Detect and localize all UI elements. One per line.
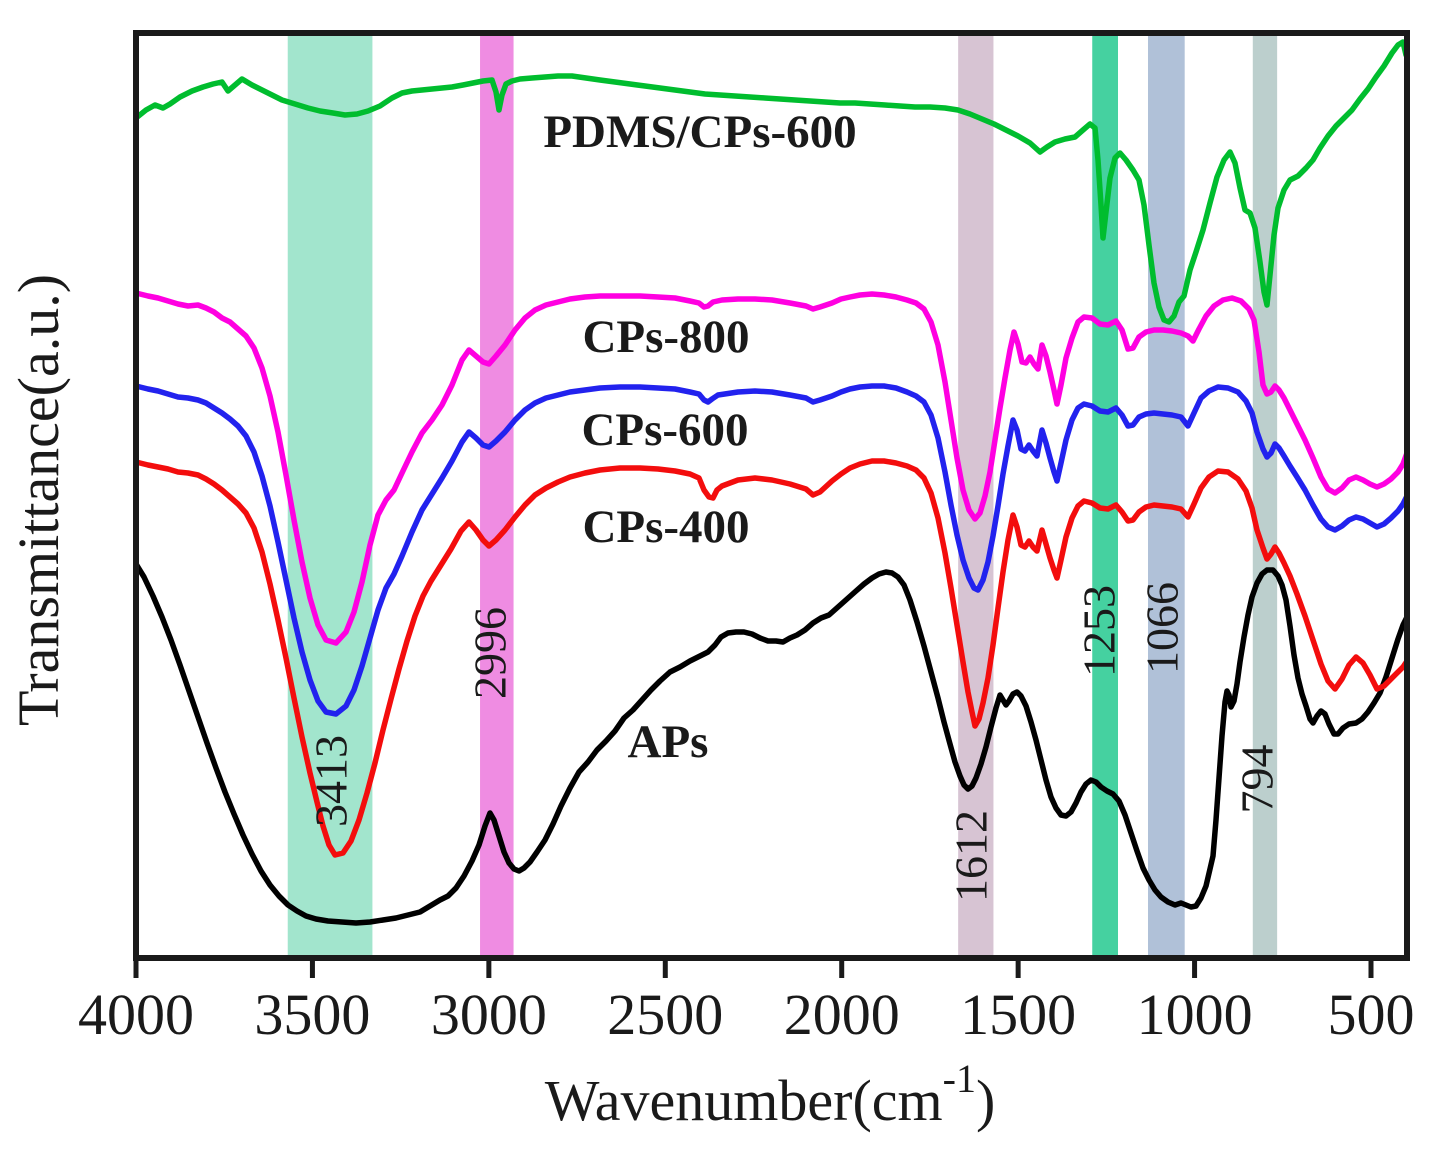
peak-annotation-3413: 3413 [306,735,357,827]
peak-annotation-794: 794 [1232,745,1283,814]
curve-aps [133,561,1410,926]
spectra-curves-layer [133,39,1410,926]
peak-annotation-2996: 2996 [465,607,516,699]
x-axis-label: Wavenumber(cm-1) [545,1056,996,1133]
band-1253 [1092,33,1119,958]
curve-cps-400 [133,458,1410,858]
x-tick-label-2000: 2000 [784,982,900,1047]
curve-labels-layer: APs CPs-400 CPs-600 CPs-800 PDMS/CPs-600 [543,106,856,768]
x-tick-label-1500: 1500 [960,982,1076,1047]
x-axis-ticks-layer: 4000 3500 3000 2500 2000 1500 1000 500 [78,958,1415,1047]
x-tick-label-3500: 3500 [254,982,370,1047]
plot-frame [133,30,1410,961]
peak-annotation-1066: 1066 [1137,582,1188,674]
band-3413 [287,33,373,958]
curve-label-cps-600: CPs-600 [581,404,748,456]
band-794 [1252,33,1278,958]
x-tick-label-4000: 4000 [78,982,194,1047]
y-axis-label: Transmittance(a.u.) [6,274,71,726]
highlight-bands-layer [287,33,1278,958]
x-tick-label-500: 500 [1328,982,1415,1047]
curve-cps-600 [133,383,1410,717]
curve-label-cps-800: CPs-800 [582,311,749,363]
x-tick-label-1000: 1000 [1137,982,1253,1047]
curve-label-aps: APs [628,716,709,768]
curve-pdms-cps-600 [133,39,1409,325]
curve-label-cps-400: CPs-400 [582,501,749,553]
x-tick-label-3000: 3000 [431,982,547,1047]
peak-annotation-1612: 1612 [946,810,997,902]
x-tick-label-2500: 2500 [607,982,723,1047]
band-2996 [480,33,514,958]
curve-label-pdms-cps-600: PDMS/CPs-600 [543,106,856,158]
band-1066 [1147,33,1185,958]
band-annotations-layer: 3413 2996 1612 1253 1066 794 [306,582,1283,902]
peak-annotation-1253: 1253 [1074,585,1125,677]
curve-cps-800 [133,290,1410,646]
